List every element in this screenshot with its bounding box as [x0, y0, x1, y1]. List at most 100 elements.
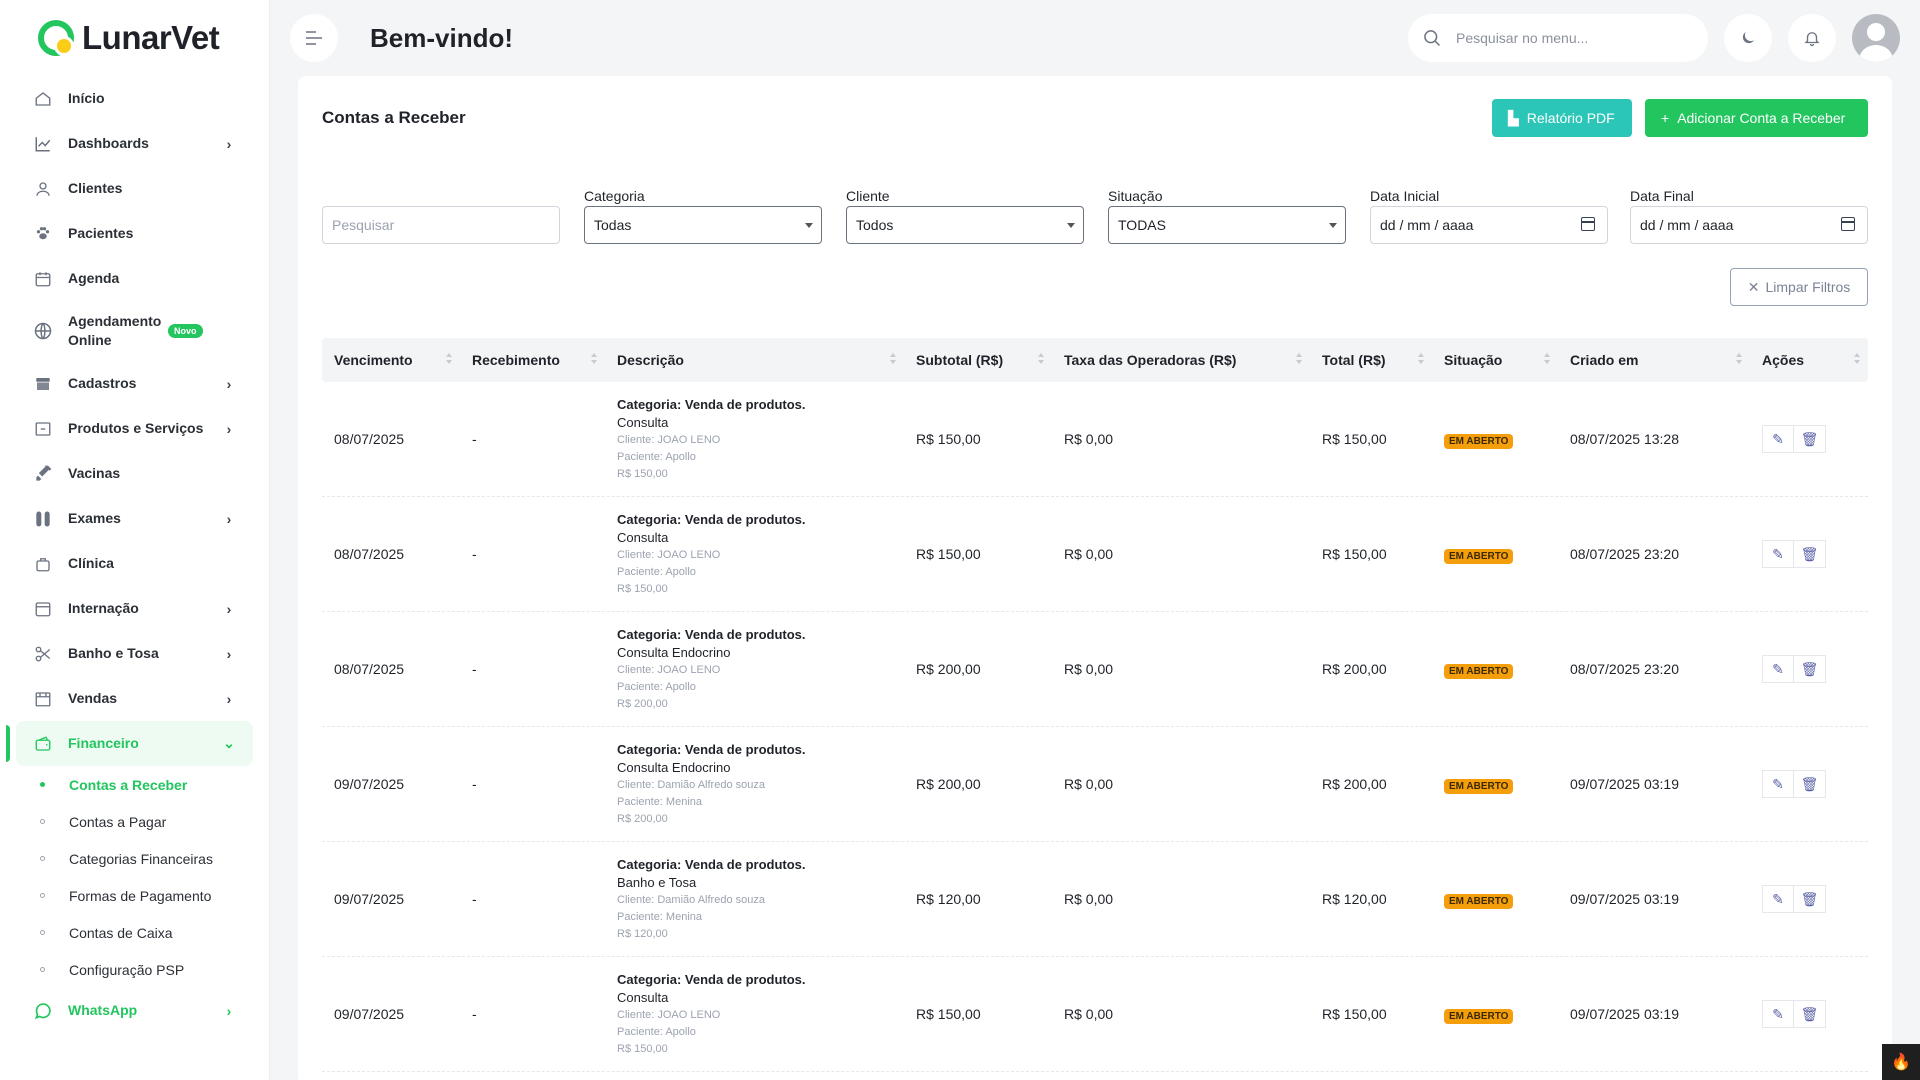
table-row: 09/07/2025 - Categoria: Venda de produto…	[322, 842, 1868, 957]
flame-icon[interactable]: 🔥	[1882, 1044, 1920, 1080]
sidebar-item-whatsapp[interactable]: WhatsApp ›	[16, 988, 253, 1033]
add-receivable-button[interactable]: + Adicionar Conta a Receber	[1645, 99, 1868, 137]
column-header-recebimento[interactable]: Recebimento	[460, 338, 605, 382]
column-header-taxa[interactable]: Taxa das Operadoras (R$)	[1052, 338, 1310, 382]
cell-subtotal: R$ 150,00	[916, 1006, 981, 1022]
sidebar-item-produtos-servicos[interactable]: Produtos e Serviços ›	[16, 406, 253, 451]
column-header-vencimento[interactable]: Vencimento	[322, 338, 460, 382]
bullet-icon	[40, 819, 45, 824]
delete-button[interactable]: 🗑	[1794, 770, 1826, 798]
financeiro-submenu: Contas a Receber Contas a Pagar Categori…	[0, 766, 269, 988]
submenu-item-configuracao-psp[interactable]: Configuração PSP	[36, 951, 269, 988]
sidebar-item-agenda[interactable]: Agenda	[16, 256, 253, 301]
data-inicial-input[interactable]: dd / mm / aaaa	[1370, 206, 1608, 244]
situacao-select[interactable]: TODAS	[1108, 206, 1346, 244]
sidebar-item-cadastros[interactable]: Cadastros ›	[16, 361, 253, 406]
pdf-report-button[interactable]: ▙ Relatório PDF	[1492, 99, 1632, 137]
cell-acoes: ✎ 🗑	[1750, 425, 1868, 453]
edit-button[interactable]: ✎	[1762, 655, 1794, 683]
sidebar-item-dashboards[interactable]: Dashboards ›	[16, 121, 253, 166]
cell-criado-em: 09/07/2025 03:19	[1570, 1006, 1679, 1022]
cell-subtotal: R$ 200,00	[916, 776, 981, 792]
delete-button[interactable]: 🗑	[1794, 540, 1826, 568]
menu-search[interactable]	[1408, 14, 1708, 62]
edit-button[interactable]: ✎	[1762, 425, 1794, 453]
chevron-right-icon: ›	[226, 645, 232, 662]
user-avatar[interactable]	[1852, 14, 1900, 62]
submenu-item-formas-pagamento[interactable]: Formas de Pagamento	[36, 877, 269, 914]
sidebar-item-clientes[interactable]: Clientes	[16, 166, 253, 211]
cell-situacao: EM ABERTO	[1432, 776, 1558, 794]
categoria-select[interactable]: Todas	[584, 206, 822, 244]
sidebar-item-label: Produtos e Serviços	[68, 420, 204, 436]
edit-button[interactable]: ✎	[1762, 770, 1794, 798]
edit-icon: ✎	[1772, 890, 1784, 907]
chevron-right-icon: ›	[226, 420, 232, 437]
clear-filters-label: Limpar Filtros	[1765, 279, 1851, 295]
filter-label: Data Final	[1630, 188, 1694, 204]
sidebar-item-exames[interactable]: Exames ›	[16, 496, 253, 541]
sidebar-item-agendamento-online[interactable]: Agendamento Online Novo	[16, 301, 253, 361]
submenu-item-contas-caixa[interactable]: Contas de Caixa	[36, 914, 269, 951]
menu-search-input[interactable]	[1456, 30, 1676, 46]
edit-button[interactable]: ✎	[1762, 885, 1794, 913]
column-header-total[interactable]: Total (R$)	[1310, 338, 1432, 382]
date-placeholder: dd / mm / aaaa	[1380, 217, 1474, 233]
cell-situacao: EM ABERTO	[1432, 1006, 1558, 1024]
calendar-icon[interactable]	[1841, 217, 1855, 231]
cell-vencimento: 09/07/2025	[334, 891, 405, 907]
data-final-input[interactable]: dd / mm / aaaa	[1630, 206, 1868, 244]
paw-icon	[32, 223, 54, 245]
column-header-descricao[interactable]: Descrição	[605, 338, 904, 382]
notifications-button[interactable]	[1788, 14, 1836, 62]
cell-vencimento: 08/07/2025	[334, 546, 405, 562]
sidebar-item-internacao[interactable]: Internação ›	[16, 586, 253, 631]
date-placeholder: dd / mm / aaaa	[1640, 217, 1734, 233]
delete-button[interactable]: 🗑	[1794, 655, 1826, 683]
cell-total: R$ 200,00	[1322, 661, 1387, 677]
desc-paciente: Paciente: Menina	[617, 910, 702, 923]
logo[interactable]: LunarVet	[0, 0, 269, 76]
column-header-label: Descrição	[617, 352, 684, 368]
column-header-situacao[interactable]: Situação	[1432, 338, 1558, 382]
sidebar-item-label: Banho e Tosa	[68, 645, 159, 661]
submenu-item-categorias-financeiras[interactable]: Categorias Financeiras	[36, 840, 269, 877]
submenu-item-contas-pagar[interactable]: Contas a Pagar	[36, 803, 269, 840]
sidebar-item-label: Pacientes	[68, 225, 134, 241]
calendar-icon[interactable]	[1581, 217, 1595, 231]
trash-icon: 🗑	[1800, 1005, 1819, 1022]
desc-paciente: Paciente: Apollo	[617, 680, 696, 693]
desc-nome: Banho e Tosa	[617, 874, 697, 890]
edit-button[interactable]: ✎	[1762, 540, 1794, 568]
search-filter-input[interactable]: Pesquisar	[322, 206, 560, 244]
app-name: LunarVet	[82, 19, 220, 56]
sidebar-item-clinica[interactable]: Clínica	[16, 541, 253, 586]
sidebar-item-label: Dashboards	[68, 135, 149, 151]
delete-button[interactable]: 🗑	[1794, 1000, 1826, 1028]
trash-icon: 🗑	[1800, 430, 1819, 447]
column-header-criado-em[interactable]: Criado em	[1558, 338, 1750, 382]
sidebar-item-inicio[interactable]: Início	[16, 76, 253, 121]
delete-button[interactable]: 🗑	[1794, 425, 1826, 453]
cell-taxa: R$ 0,00	[1064, 661, 1114, 677]
column-header-subtotal[interactable]: Subtotal (R$)	[904, 338, 1052, 382]
sidebar-item-pacientes[interactable]: Pacientes	[16, 211, 253, 256]
cliente-select[interactable]: Todos	[846, 206, 1084, 244]
clear-filters-button[interactable]: ✕ Limpar Filtros	[1730, 268, 1868, 306]
table-row: 09/07/2025 - Categoria: Venda de produto…	[322, 727, 1868, 842]
select-value: Todos	[856, 217, 894, 233]
filter-categoria: Categoria Todas	[584, 186, 822, 244]
sidebar-item-financeiro[interactable]: Financeiro ⌄	[6, 721, 253, 766]
cell-taxa: R$ 0,00	[1064, 546, 1114, 562]
sidebar-item-vendas[interactable]: Vendas ›	[16, 676, 253, 721]
desc-categoria: Categoria: Venda de produtos.	[617, 396, 806, 412]
desc-categoria: Categoria: Venda de produtos.	[617, 971, 806, 987]
edit-button[interactable]: ✎	[1762, 1000, 1794, 1028]
theme-toggle-button[interactable]	[1724, 14, 1772, 62]
sidebar-item-banho-tosa[interactable]: Banho e Tosa ›	[16, 631, 253, 676]
sidebar-item-vacinas[interactable]: Vacinas	[16, 451, 253, 496]
submenu-item-contas-receber[interactable]: Contas a Receber	[36, 766, 269, 803]
delete-button[interactable]: 🗑	[1794, 885, 1826, 913]
menu-toggle-button[interactable]	[290, 14, 338, 62]
filter-label: Categoria	[584, 188, 645, 204]
